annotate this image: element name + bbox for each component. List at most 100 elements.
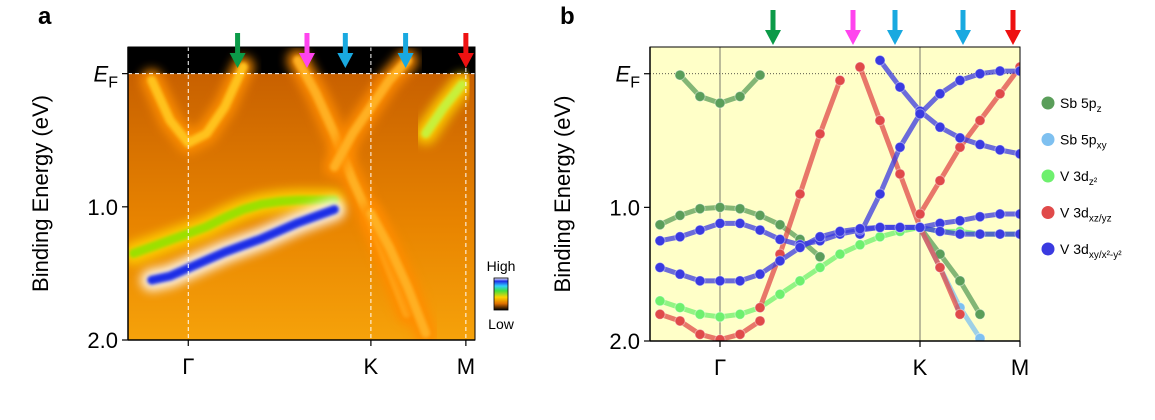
band-point	[734, 308, 746, 320]
y-tick-main: 2.0	[609, 329, 640, 354]
band-point	[974, 68, 986, 80]
band-point	[694, 275, 706, 287]
band-point	[854, 223, 866, 235]
band-line	[917, 225, 983, 316]
band-point	[894, 81, 906, 93]
band-arrow	[229, 33, 246, 68]
band-point	[654, 235, 666, 247]
band-point	[754, 69, 766, 81]
band-point	[814, 231, 826, 243]
band-trace	[366, 209, 431, 338]
band-point	[874, 231, 886, 243]
band-point	[774, 288, 786, 300]
band-point	[934, 121, 946, 133]
band-line	[917, 65, 1020, 216]
x-tick-label: K	[364, 354, 379, 379]
band-arrow	[1005, 10, 1021, 45]
band-point	[674, 268, 686, 280]
y-tick-main: 1.0	[87, 195, 118, 220]
band-point	[714, 201, 726, 213]
band-point	[1014, 208, 1020, 220]
band-point	[874, 221, 886, 233]
band-point	[834, 74, 846, 86]
band-point	[734, 90, 746, 102]
band-arrow	[337, 33, 354, 68]
band-point	[974, 332, 986, 341]
band-point	[954, 132, 966, 144]
band-arrow	[887, 10, 903, 45]
y-tick-label: EF	[94, 62, 119, 92]
y-axis-title: Binding Energy (eV)	[28, 95, 53, 292]
legend-name: Sb 5p	[1060, 132, 1097, 148]
band-point	[694, 224, 706, 236]
band-point	[654, 308, 666, 320]
y-tick-sub: F	[630, 75, 640, 92]
band-point	[674, 315, 686, 327]
band-point	[974, 211, 986, 223]
band-point	[694, 203, 706, 215]
band-point	[974, 308, 986, 320]
band-point	[774, 233, 786, 245]
band-arrow	[765, 10, 781, 45]
band-arrow	[457, 33, 474, 68]
legend-name: V 3d	[1060, 205, 1089, 221]
legend-label: Sb 5pz	[1060, 95, 1102, 115]
band-line	[857, 66, 963, 316]
band-point	[1014, 228, 1020, 240]
band-point	[814, 251, 826, 263]
y-tick-label: 1.0	[87, 195, 118, 220]
colorbar-high: High	[487, 258, 516, 274]
band-point	[714, 275, 726, 287]
band-point	[814, 262, 826, 273]
legend-sub: xy	[1097, 141, 1107, 152]
band-point	[934, 225, 946, 237]
band-point	[954, 275, 966, 287]
band-point	[694, 328, 706, 340]
y-tick-main: E	[94, 62, 109, 87]
legend-sub: z	[1097, 104, 1102, 115]
band-point	[674, 209, 686, 221]
band-point	[994, 88, 1006, 100]
band-point	[694, 308, 706, 320]
legend-sub: z²	[1089, 177, 1098, 188]
band-point	[994, 208, 1006, 220]
band-point	[914, 221, 926, 233]
y-tick-label: 2.0	[609, 329, 640, 354]
legend-label: V 3dz²	[1060, 168, 1098, 188]
band-point	[794, 241, 806, 253]
y-axis-title: Binding Energy (eV)	[550, 96, 575, 293]
band-point	[754, 302, 766, 314]
band-point	[1014, 65, 1020, 77]
band-point	[814, 128, 826, 140]
band-trace	[421, 79, 467, 139]
band-point	[934, 262, 946, 273]
y-tick-label: EF	[616, 62, 641, 92]
panel-label: a	[38, 3, 52, 30]
legend-marker	[1041, 96, 1055, 110]
band-trace	[147, 205, 339, 285]
x-tick-label: M	[457, 354, 475, 379]
band-arrow	[397, 33, 414, 68]
band-point	[914, 108, 926, 120]
x-tick-label: Γ	[182, 354, 194, 379]
legend-label: Sb 5pxy	[1060, 132, 1107, 152]
x-tick-label: Γ	[714, 355, 726, 380]
band-point	[694, 90, 706, 102]
y-tick-main: 1.0	[609, 195, 640, 220]
band-point	[794, 188, 806, 200]
band-point	[654, 295, 666, 307]
band-point	[954, 308, 966, 320]
y-tick-label: 2.0	[87, 328, 118, 353]
band-point	[874, 188, 886, 200]
band-point	[754, 209, 766, 221]
legend-marker	[1041, 206, 1055, 219]
band-point	[954, 215, 966, 227]
band-point	[974, 115, 986, 126]
band-point	[994, 144, 1006, 156]
y-tick-main: 2.0	[87, 328, 118, 353]
band-point	[954, 74, 966, 86]
legend-label: V 3dxy/x²-y²	[1060, 241, 1122, 261]
band-point	[974, 228, 986, 240]
